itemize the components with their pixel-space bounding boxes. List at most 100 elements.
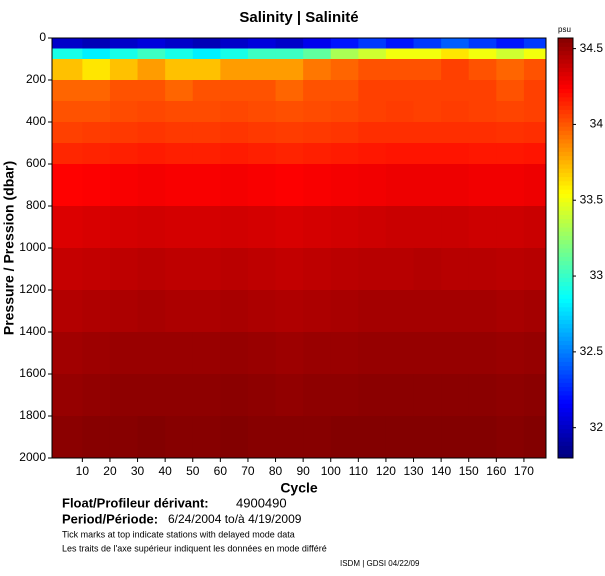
cell	[82, 38, 111, 49]
cell	[109, 48, 139, 60]
colorbar-step	[558, 117, 573, 123]
colorbar-step	[558, 428, 573, 434]
y-tick-label: 1600	[19, 366, 46, 380]
x-tick-label: 80	[269, 464, 283, 478]
cell	[220, 122, 249, 144]
colorbar-step	[558, 294, 573, 299]
y-tick-label: 1000	[19, 240, 46, 254]
colorbar-step	[558, 437, 573, 442]
cell	[82, 164, 111, 207]
colorbar-step	[558, 319, 573, 325]
cell	[192, 59, 221, 81]
cell	[82, 248, 111, 291]
cell	[523, 143, 547, 165]
cell	[220, 206, 249, 249]
x-tick-label: 150	[459, 464, 479, 478]
cell	[496, 416, 525, 459]
colorbar-step	[558, 75, 573, 81]
cell	[496, 80, 525, 102]
cell	[247, 416, 277, 459]
cell	[441, 332, 470, 375]
colorbar-tick-label: 33.5	[580, 192, 604, 206]
cell	[220, 143, 249, 165]
cell	[192, 248, 221, 291]
cell	[358, 290, 387, 333]
colorbar-step	[558, 302, 573, 308]
y-tick-label: 1200	[19, 282, 46, 296]
float-id: 4900490	[236, 495, 287, 510]
cell	[496, 332, 525, 375]
cell	[109, 122, 139, 144]
cell	[385, 122, 415, 144]
cell	[303, 248, 332, 291]
cell	[330, 332, 359, 375]
colorbar-step	[558, 168, 573, 173]
colorbar-step	[558, 403, 573, 409]
x-tick-label: 90	[296, 464, 310, 478]
cell	[165, 143, 194, 165]
cell	[52, 38, 83, 49]
x-tick-label: 30	[131, 464, 145, 478]
cell	[413, 248, 442, 291]
cell	[109, 80, 139, 102]
cell	[413, 122, 442, 144]
cell	[523, 48, 547, 60]
x-tick-label: 10	[76, 464, 90, 478]
cell	[82, 206, 111, 249]
cell	[247, 101, 277, 123]
colorbar-step	[558, 134, 573, 140]
colorbar-step	[558, 206, 573, 211]
colorbar-step	[558, 449, 573, 455]
cell	[220, 80, 249, 102]
cell	[192, 38, 221, 49]
colorbar-label: psu	[558, 25, 571, 34]
cell	[192, 416, 221, 459]
heatmap	[52, 38, 547, 459]
cell	[109, 416, 139, 459]
colorbar-step	[558, 222, 573, 228]
cell	[137, 143, 166, 165]
colorbar-step	[558, 54, 573, 60]
cell	[220, 38, 249, 49]
cell	[52, 206, 83, 249]
cell	[468, 164, 497, 207]
cell	[413, 38, 442, 49]
cell	[275, 48, 304, 60]
cell	[247, 122, 277, 144]
credit: ISDM | GDSI 04/22/09	[340, 559, 420, 568]
cell	[413, 48, 442, 60]
cell	[275, 332, 304, 375]
cell	[523, 38, 547, 49]
cell	[137, 164, 166, 207]
cell	[496, 48, 525, 60]
cell	[385, 332, 415, 375]
colorbar-step	[558, 395, 573, 400]
cell	[247, 143, 277, 165]
period-label: Period/Période:	[62, 511, 158, 526]
cell	[275, 80, 304, 102]
cell	[247, 48, 277, 60]
cell	[385, 290, 415, 333]
cell	[330, 248, 359, 291]
cell	[52, 164, 83, 207]
cell	[82, 290, 111, 333]
cell	[523, 164, 547, 207]
colorbar-step	[558, 122, 573, 127]
cell	[330, 48, 359, 60]
y-tick-label: 0	[39, 30, 46, 44]
cell	[137, 38, 166, 49]
cell	[52, 416, 83, 459]
cell	[192, 332, 221, 375]
cell	[413, 374, 442, 417]
colorbar-step	[558, 285, 573, 291]
y-tick-label: 2000	[19, 450, 46, 464]
cell	[165, 48, 194, 60]
cell	[247, 374, 277, 417]
cell	[303, 59, 332, 81]
cell	[413, 164, 442, 207]
cell	[165, 416, 194, 459]
cell	[82, 59, 111, 81]
cell	[137, 48, 166, 60]
colorbar-step	[558, 374, 573, 379]
